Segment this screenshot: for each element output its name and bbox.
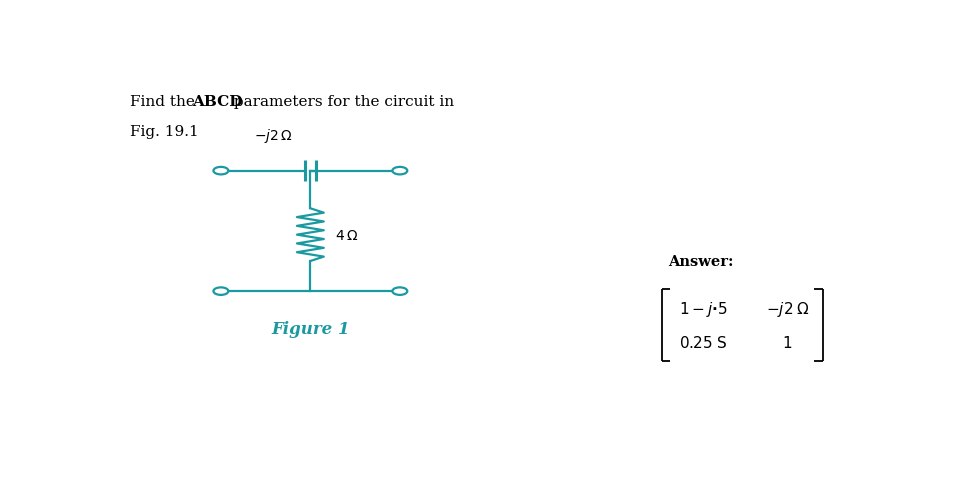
Text: ABCD: ABCD: [191, 95, 242, 109]
Text: $-j2\;\Omega$: $-j2\;\Omega$: [765, 299, 808, 318]
Text: Figure 1: Figure 1: [271, 321, 349, 338]
Text: $1-j\mathbf{\cdot}5$: $1-j\mathbf{\cdot}5$: [678, 299, 727, 318]
Text: $1$: $1$: [781, 334, 792, 350]
Text: Find the: Find the: [130, 95, 200, 109]
Text: $-j2\,\Omega$: $-j2\,\Omega$: [254, 126, 293, 144]
Text: parameters for the circuit in: parameters for the circuit in: [229, 95, 454, 109]
Text: Fig. 19.1: Fig. 19.1: [130, 125, 199, 139]
Text: Answer:: Answer:: [668, 254, 733, 268]
Text: $0.25\;\mathrm{S}$: $0.25\;\mathrm{S}$: [678, 334, 727, 350]
Text: $4\,\Omega$: $4\,\Omega$: [334, 228, 357, 242]
